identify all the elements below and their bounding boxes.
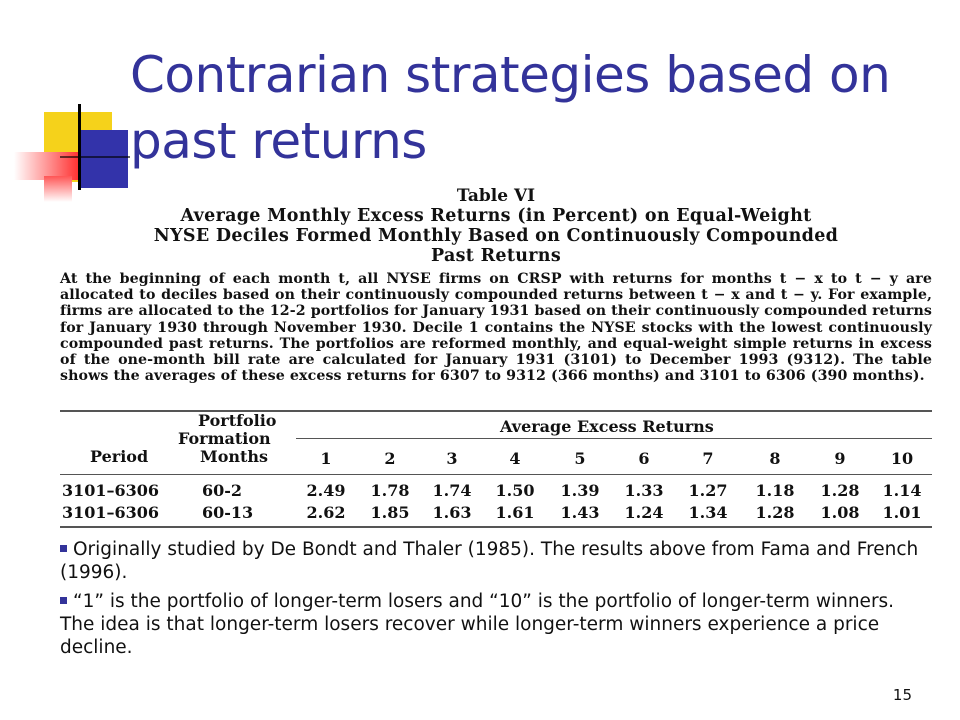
table-description: At the beginning of each month t, all NY… xyxy=(60,271,932,385)
cell-period: 3101–6306 xyxy=(62,503,160,522)
cell-formation: 60-2 xyxy=(202,481,243,500)
col-header-period: Period xyxy=(90,447,149,466)
table-figure: Table VI Average Monthly Excess Returns … xyxy=(60,186,932,530)
table-heading-line: Average Monthly Excess Returns (in Perce… xyxy=(180,206,812,226)
decile-header: 7 xyxy=(702,449,714,468)
cell-excess-return: 1.34 xyxy=(688,503,728,522)
cell-excess-return: 1.63 xyxy=(432,503,472,522)
cell-excess-return: 1.74 xyxy=(432,481,472,500)
cell-excess-return: 1.43 xyxy=(560,503,600,522)
cell-excess-return: 1.39 xyxy=(560,481,600,500)
cell-excess-return: 1.27 xyxy=(688,481,728,500)
decile-header: 9 xyxy=(834,449,846,468)
square-bullet-icon xyxy=(60,545,67,552)
table-group-rule xyxy=(296,438,932,439)
col-group-header: Average Excess Returns xyxy=(500,417,714,436)
bullet-list: Originally studied by De Bondt and Thale… xyxy=(60,538,930,665)
decile-header: 6 xyxy=(638,449,650,468)
bullet-item: Originally studied by De Bondt and Thale… xyxy=(60,538,930,584)
cell-formation: 60-13 xyxy=(202,503,254,522)
decile-header: 1 xyxy=(320,449,332,468)
decile-header: 10 xyxy=(890,449,914,468)
cell-excess-return: 2.49 xyxy=(306,481,346,500)
slide-title: Contrarian strategies based on past retu… xyxy=(130,46,891,170)
bullet-item: “1” is the portfolio of longer-term lose… xyxy=(60,590,930,659)
cell-excess-return: 1.85 xyxy=(370,503,410,522)
decile-header: 5 xyxy=(574,449,586,468)
col-header-formation: Months xyxy=(200,447,269,466)
col-header-formation: Portfolio xyxy=(198,411,277,430)
deco-horizontal-line xyxy=(60,156,130,158)
cell-excess-return: 1.08 xyxy=(820,503,860,522)
table-rule-bottom xyxy=(60,526,932,528)
square-bullet-icon xyxy=(60,597,67,604)
bullet-text: Originally studied by De Bondt and Thale… xyxy=(60,539,919,583)
decile-header: 3 xyxy=(446,449,458,468)
data-table: Portfolio Formation Months Period Averag… xyxy=(60,410,932,528)
decile-header: 4 xyxy=(509,449,521,468)
cell-excess-return: 1.28 xyxy=(755,503,795,522)
table-heading-line: NYSE Deciles Formed Monthly Based on Con… xyxy=(153,226,839,246)
col-header-formation: Formation xyxy=(178,429,271,448)
cell-excess-return: 1.61 xyxy=(495,503,535,522)
deco-vertical-line xyxy=(78,104,81,190)
page-number: 15 xyxy=(892,686,912,704)
deco-blue-square xyxy=(80,130,128,188)
table-rule-top xyxy=(60,410,932,412)
cell-excess-return: 1.01 xyxy=(882,503,922,522)
table-heading: Average Monthly Excess Returns (in Perce… xyxy=(60,206,932,266)
cell-excess-return: 1.18 xyxy=(755,481,795,500)
cell-excess-return: 1.28 xyxy=(820,481,860,500)
cell-excess-return: 1.33 xyxy=(624,481,664,500)
cell-period: 3101–6306 xyxy=(62,481,160,500)
cell-excess-return: 1.78 xyxy=(370,481,410,500)
cell-excess-return: 1.50 xyxy=(495,481,535,500)
cell-excess-return: 1.24 xyxy=(624,503,664,522)
cell-excess-return: 1.14 xyxy=(882,481,922,500)
deco-red-drip xyxy=(44,176,72,202)
cell-excess-return: 2.62 xyxy=(306,503,346,522)
table-label: Table VI xyxy=(456,186,536,206)
table-rule-header xyxy=(60,474,932,475)
decile-header: 8 xyxy=(769,449,781,468)
decile-header: 2 xyxy=(384,449,396,468)
bullet-text: “1” is the portfolio of longer-term lose… xyxy=(60,591,895,658)
table-heading-line: Past Returns xyxy=(431,246,561,266)
